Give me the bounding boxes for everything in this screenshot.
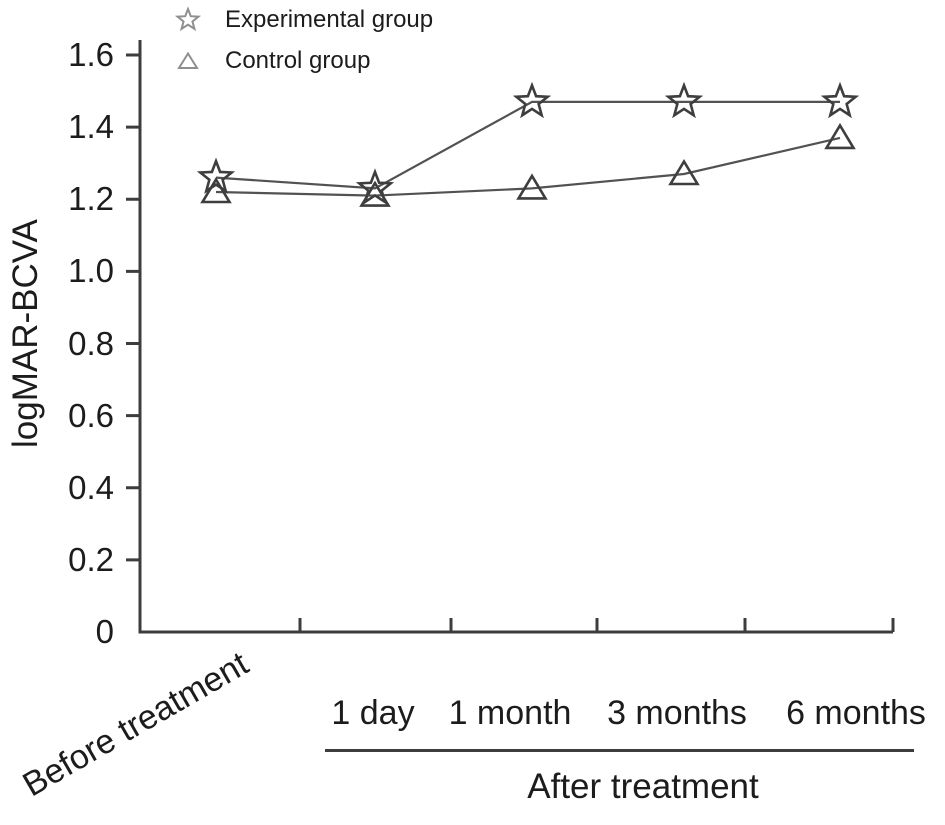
star-marker	[820, 81, 860, 119]
y-tick-label: 1.6	[68, 36, 114, 73]
triangle-marker	[516, 173, 548, 200]
y-tick-label: 1.0	[68, 252, 114, 290]
x-category-label: 1 day	[331, 694, 415, 732]
legend-item-experimental: Experimental group	[173, 5, 433, 35]
star-marker	[512, 81, 552, 119]
star-marker	[355, 168, 395, 205]
x-group-label-after-treatment: After treatment	[527, 767, 759, 806]
y-axis-title: logMAR-BCVA	[6, 219, 45, 448]
x-category-label: 6 months	[786, 694, 926, 732]
axes	[138, 40, 893, 634]
y-tick-label: 0.8	[68, 324, 114, 362]
triangle-marker	[824, 122, 856, 150]
y-tick-label: 0	[95, 613, 114, 650]
star-marker	[664, 81, 704, 119]
y-tick-label: 0.2	[68, 540, 114, 578]
y-tick-label: 0.4	[68, 468, 114, 506]
y-tick-label: 1.2	[68, 180, 114, 218]
series-line-control	[215, 136, 841, 197]
legend-item-control: Control group	[175, 47, 370, 75]
series-line-experimental	[215, 100, 840, 190]
legend: Experimental group Control group	[0, 0, 945, 80]
y-tick-label: 0.6	[68, 396, 114, 434]
triangle-marker	[668, 158, 700, 186]
star-marker	[196, 157, 236, 194]
triangle-marker	[200, 176, 232, 204]
x-category-label: 1 month	[448, 694, 572, 732]
after-treatment-underline	[325, 749, 914, 752]
triangle-icon	[177, 51, 199, 69]
star-icon	[174, 6, 202, 32]
legend-label-control: Control group	[225, 47, 371, 74]
y-tick-label: 1.4	[68, 108, 114, 146]
triangle-marker	[359, 180, 391, 207]
legend-label-experimental: Experimental group	[225, 6, 434, 33]
x-category-label: 3 months	[607, 694, 747, 732]
